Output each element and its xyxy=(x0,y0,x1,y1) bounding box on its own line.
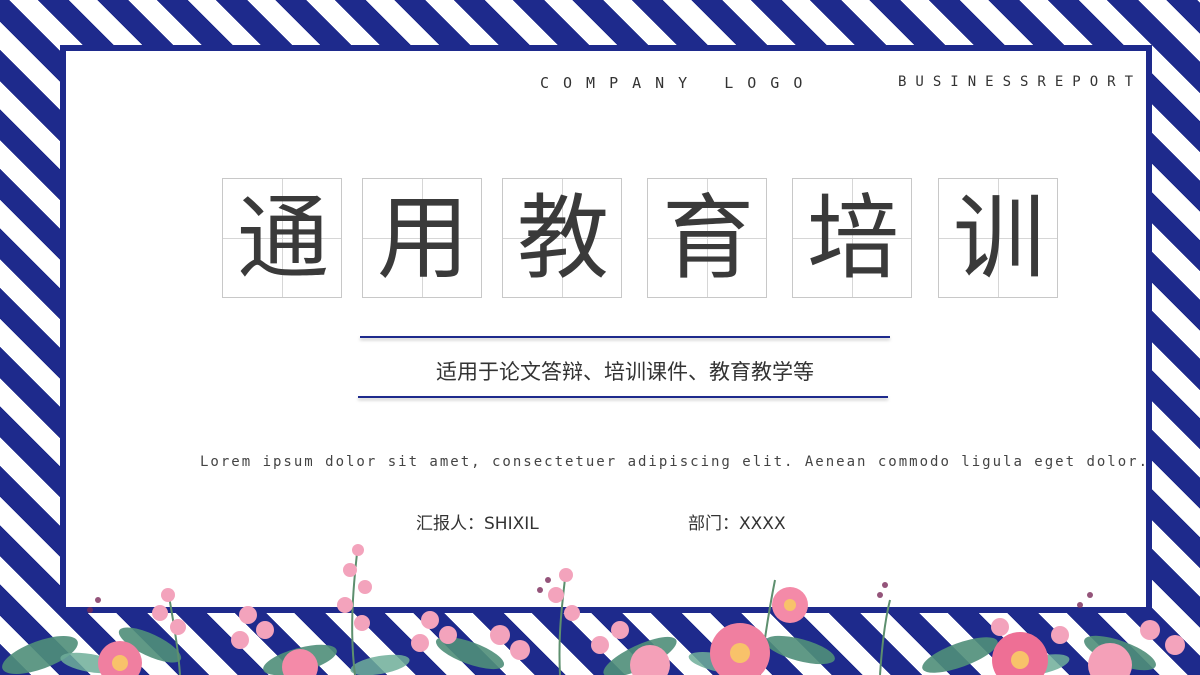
title-grid: 通 用 教 育 培 训 xyxy=(222,178,1062,298)
title-cell: 培 xyxy=(792,178,912,298)
flower-illustration xyxy=(2,544,1185,675)
flower-decoration xyxy=(0,535,1200,675)
title-char: 育 xyxy=(661,185,754,292)
title-cell: 育 xyxy=(647,178,767,298)
title-char: 通 xyxy=(236,185,329,292)
body-text: Lorem ipsum dolor sit amet, consectetuer… xyxy=(200,454,1150,470)
slide-card xyxy=(60,45,1152,613)
title-char: 训 xyxy=(952,185,1045,292)
title-char: 培 xyxy=(806,185,899,292)
subtitle-bottom-rule xyxy=(358,396,888,398)
title-char: 教 xyxy=(516,185,609,292)
title-char: 用 xyxy=(376,185,469,292)
title-cell: 教 xyxy=(502,178,622,298)
company-logo-text: COMPANY LOGO xyxy=(540,74,817,92)
business-report-label: BUSINESSREPORT xyxy=(898,74,1143,90)
title-cell: 用 xyxy=(362,178,482,298)
title-cell: 训 xyxy=(938,178,1058,298)
subtitle-top-rule xyxy=(360,336,890,338)
reporter-label: 汇报人：SHIXIL xyxy=(416,514,539,534)
title-cell: 通 xyxy=(222,178,342,298)
department-label: 部门：XXXX xyxy=(688,514,786,534)
subtitle: 适用于论文答辩、培训课件、教育教学等 xyxy=(436,360,814,384)
